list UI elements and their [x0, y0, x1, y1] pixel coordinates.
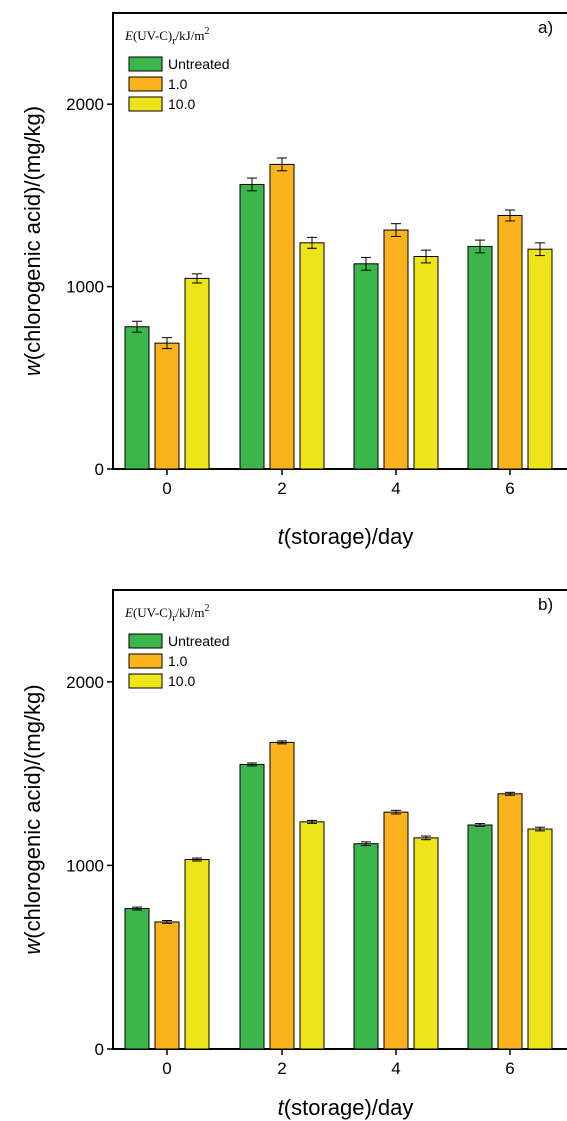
y-tick-label: 2000: [66, 673, 104, 692]
legend-title-symbol: E: [124, 28, 133, 43]
legend-title-symbol: E: [124, 605, 133, 620]
x-axis-title-symbol: t: [278, 1095, 285, 1120]
bar: [353, 843, 379, 1050]
bar: [527, 828, 553, 1050]
y-axis-title-symbol: w: [20, 937, 45, 955]
bar: [184, 859, 210, 1050]
legend-title: E(UV-C)r/kJ/m2: [124, 26, 209, 47]
bar: [299, 242, 325, 470]
plot-frame: [112, 12, 567, 470]
legend-label: Untreated: [168, 56, 229, 72]
bar: [413, 837, 439, 1050]
legend-label: 10.0: [168, 673, 195, 689]
legend-title-unit: /kJ/m: [176, 605, 205, 620]
panel-label: b): [538, 595, 553, 614]
legend-title: E(UV-C)r/kJ/m2: [124, 603, 209, 624]
bar: [413, 256, 439, 470]
bar: [467, 824, 493, 1050]
legend-title-unit: /kJ/m: [176, 28, 205, 43]
y-axis-title: w(chlorogenic acid)/(mg/kg): [20, 684, 45, 954]
legend-title-superscript: 2: [204, 26, 209, 37]
x-tick-label: 0: [162, 479, 171, 498]
y-tick-label: 1000: [66, 278, 104, 297]
legend-label: 1.0: [168, 653, 188, 669]
bar: [383, 229, 409, 470]
bar: [184, 277, 210, 470]
bar: [239, 183, 265, 470]
x-axis-title-text: (storage)/day: [284, 1095, 414, 1120]
legend-title-subscript: r: [172, 613, 176, 624]
bar: [269, 163, 295, 470]
legend-label: Untreated: [168, 633, 229, 649]
x-axis-title: t(storage)/day: [278, 524, 414, 549]
bar: [154, 342, 180, 470]
y-tick-label: 2000: [66, 95, 104, 114]
legend-title-subscript: r: [172, 36, 176, 47]
x-axis-title-text: (storage)/day: [284, 524, 414, 549]
y-tick-label: 1000: [66, 856, 104, 875]
y-axis-title-symbol: w: [20, 358, 45, 376]
bar: [124, 908, 150, 1050]
legend-swatch: [128, 76, 163, 92]
legend-swatch: [128, 96, 163, 112]
legend-label: 10.0: [168, 96, 195, 112]
bar: [154, 921, 180, 1050]
bar: [383, 811, 409, 1050]
x-axis-title-symbol: t: [278, 524, 285, 549]
legend-swatch: [128, 673, 163, 689]
legend-title-main: (UV-C): [133, 28, 172, 43]
bar: [527, 248, 553, 470]
panel-label: a): [538, 18, 553, 37]
legend-label: 1.0: [168, 76, 188, 92]
x-tick-label: 4: [391, 479, 400, 498]
legend-title-main: (UV-C): [133, 605, 172, 620]
x-tick-label: 4: [391, 1059, 400, 1078]
x-tick-label: 0: [162, 1059, 171, 1078]
x-tick-label: 6: [505, 1059, 514, 1078]
x-tick-label: 2: [277, 1059, 286, 1078]
bar: [497, 214, 523, 470]
bar: [239, 763, 265, 1050]
y-tick-label: 0: [95, 1040, 104, 1059]
y-axis-title: w(chlorogenic acid)/(mg/kg): [20, 106, 45, 376]
bar: [124, 326, 150, 470]
legend-swatch: [128, 653, 163, 669]
x-axis-title: t(storage)/day: [278, 1095, 414, 1120]
bar: [467, 245, 493, 470]
bar: [497, 793, 523, 1050]
legend-title-superscript: 2: [204, 603, 209, 614]
y-tick-label: 0: [95, 460, 104, 479]
x-tick-label: 6: [505, 479, 514, 498]
y-axis-title-text: (chlorogenic acid)/(mg/kg): [20, 106, 45, 360]
bar: [353, 263, 379, 470]
legend-swatch: [128, 56, 163, 72]
bar: [299, 821, 325, 1050]
legend-swatch: [128, 633, 163, 649]
bar: [269, 741, 295, 1050]
plot-frame: [112, 589, 567, 1050]
x-tick-label: 2: [277, 479, 286, 498]
y-axis-title-text: (chlorogenic acid)/(mg/kg): [20, 684, 45, 938]
